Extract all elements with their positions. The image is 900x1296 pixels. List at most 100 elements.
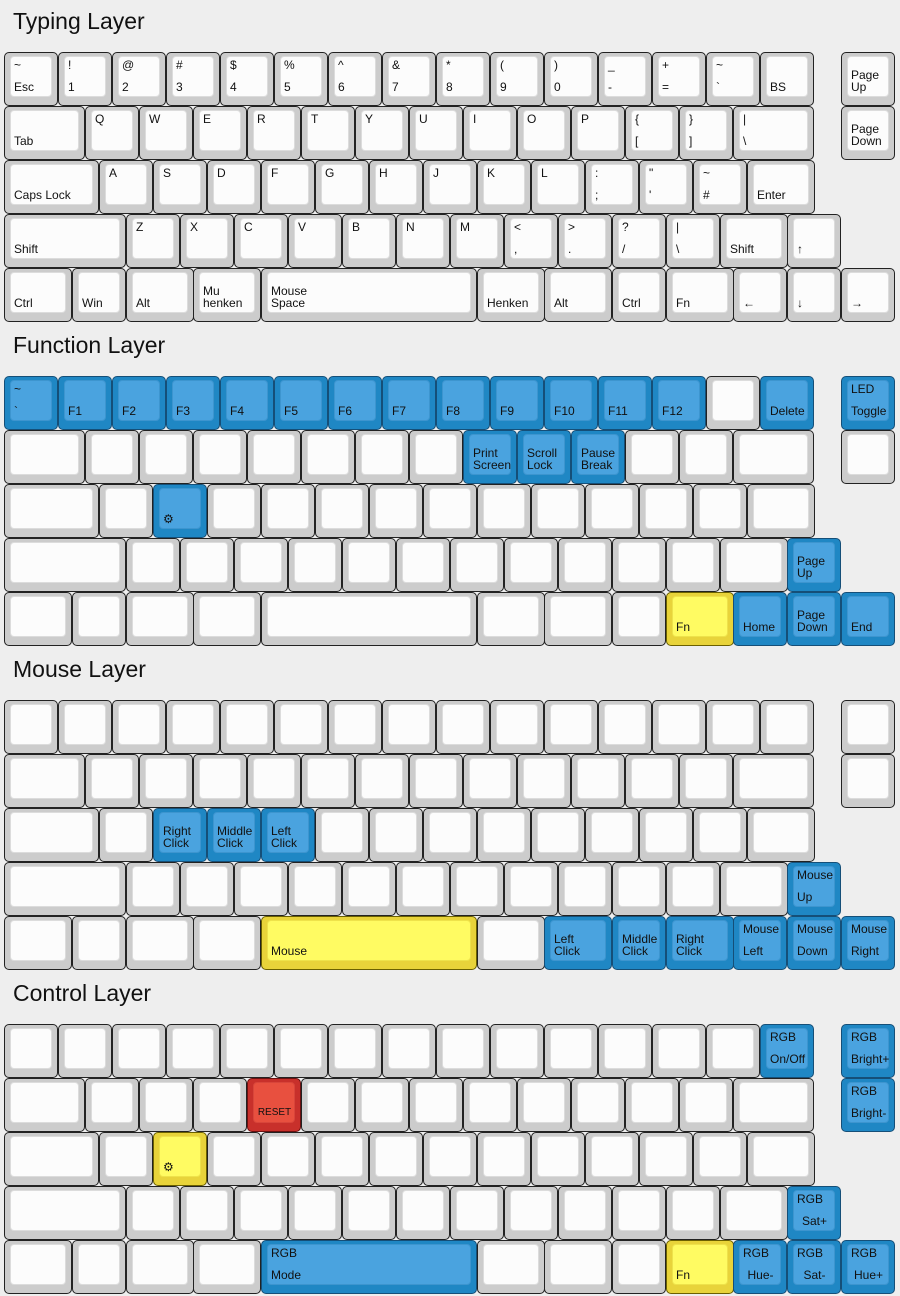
key[interactable] <box>288 538 342 592</box>
key[interactable] <box>4 916 72 970</box>
key[interactable] <box>544 1024 598 1078</box>
key[interactable]: Mouse Left <box>733 916 787 970</box>
key[interactable] <box>841 430 895 484</box>
key[interactable]: W <box>139 106 193 160</box>
key[interactable] <box>612 1240 666 1294</box>
key[interactable] <box>423 1132 477 1186</box>
key[interactable]: F12 <box>652 376 706 430</box>
key[interactable]: F <box>261 160 315 214</box>
key[interactable] <box>396 538 450 592</box>
key[interactable] <box>261 592 477 646</box>
key[interactable]: X <box>180 214 234 268</box>
key[interactable] <box>85 430 139 484</box>
key[interactable]: Left Click <box>544 916 612 970</box>
key[interactable] <box>490 700 544 754</box>
key[interactable] <box>504 538 558 592</box>
key[interactable] <box>423 484 477 538</box>
key[interactable] <box>720 538 788 592</box>
key[interactable]: _ - <box>598 52 652 106</box>
key[interactable] <box>585 808 639 862</box>
key[interactable] <box>274 1024 328 1078</box>
key[interactable] <box>193 754 247 808</box>
key[interactable]: F6 <box>328 376 382 430</box>
key[interactable] <box>4 1024 58 1078</box>
key[interactable]: Z <box>126 214 180 268</box>
key[interactable] <box>396 1186 450 1240</box>
key[interactable]: L <box>531 160 585 214</box>
key[interactable] <box>126 862 180 916</box>
key[interactable] <box>301 754 355 808</box>
key[interactable]: Q <box>85 106 139 160</box>
key[interactable]: Pause Break <box>571 430 625 484</box>
key[interactable]: (9 <box>490 52 544 106</box>
key[interactable] <box>450 538 504 592</box>
key[interactable]: Alt <box>544 268 612 322</box>
key[interactable]: ? / <box>612 214 666 268</box>
key[interactable] <box>4 430 85 484</box>
key[interactable] <box>4 754 85 808</box>
key[interactable]: ! 1 <box>58 52 112 106</box>
key[interactable]: S <box>153 160 207 214</box>
key[interactable]: F3 <box>166 376 220 430</box>
key[interactable] <box>477 1240 545 1294</box>
key[interactable]: RGB Hue+ <box>841 1240 895 1294</box>
key[interactable] <box>342 538 396 592</box>
key[interactable] <box>639 484 693 538</box>
key[interactable] <box>571 1078 625 1132</box>
key[interactable] <box>126 916 194 970</box>
key[interactable]: F9 <box>490 376 544 430</box>
key[interactable] <box>342 1186 396 1240</box>
key[interactable]: Mouse <box>261 916 477 970</box>
key[interactable]: F10 <box>544 376 598 430</box>
key[interactable]: Delete <box>760 376 814 430</box>
key[interactable]: RGB Hue- <box>733 1240 787 1294</box>
key[interactable] <box>4 1132 99 1186</box>
key[interactable]: Mouse Down <box>787 916 841 970</box>
key[interactable] <box>369 1132 423 1186</box>
key[interactable] <box>612 1186 666 1240</box>
key[interactable] <box>355 754 409 808</box>
key[interactable]: @2 <box>112 52 166 106</box>
key[interactable]: }] <box>679 106 733 160</box>
key[interactable] <box>544 700 598 754</box>
key[interactable]: BS <box>760 52 814 106</box>
key[interactable] <box>99 1132 153 1186</box>
key[interactable]: Page Up <box>787 538 841 592</box>
key[interactable] <box>261 1132 315 1186</box>
key[interactable] <box>639 808 693 862</box>
key[interactable] <box>585 1132 639 1186</box>
key[interactable]: F8 <box>436 376 490 430</box>
key[interactable]: Win <box>72 268 126 322</box>
key[interactable] <box>382 1024 436 1078</box>
key[interactable] <box>315 1132 369 1186</box>
key[interactable] <box>733 430 814 484</box>
key[interactable]: Home <box>733 592 787 646</box>
key[interactable] <box>679 754 733 808</box>
key[interactable] <box>733 1078 814 1132</box>
key[interactable] <box>666 862 720 916</box>
key[interactable]: Page Up <box>841 52 895 106</box>
key[interactable] <box>220 1024 274 1078</box>
key[interactable]: % 5 <box>274 52 328 106</box>
key[interactable] <box>706 376 760 430</box>
key[interactable] <box>477 484 531 538</box>
key[interactable]: T <box>301 106 355 160</box>
key[interactable] <box>733 754 814 808</box>
key[interactable]: E <box>193 106 247 160</box>
key[interactable] <box>4 1078 85 1132</box>
key[interactable] <box>180 862 234 916</box>
key[interactable] <box>706 1024 760 1078</box>
key[interactable]: V <box>288 214 342 268</box>
key[interactable] <box>504 1186 558 1240</box>
key[interactable]: + = <box>652 52 706 106</box>
key[interactable]: Shift <box>720 214 788 268</box>
key[interactable]: ^ 6 <box>328 52 382 106</box>
key[interactable]: ~ # <box>693 160 747 214</box>
key[interactable] <box>247 430 301 484</box>
key[interactable]: H <box>369 160 423 214</box>
key[interactable]: ~ ` <box>4 376 58 430</box>
key[interactable] <box>693 484 747 538</box>
key[interactable]: J <box>423 160 477 214</box>
key[interactable]: & 7 <box>382 52 436 106</box>
key[interactable] <box>85 754 139 808</box>
